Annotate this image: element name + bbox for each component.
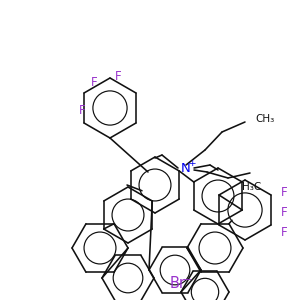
Text: −: −: [184, 275, 192, 286]
Text: F: F: [281, 185, 288, 199]
Text: +: +: [188, 158, 196, 167]
Text: F: F: [91, 76, 97, 89]
Text: F: F: [281, 206, 288, 218]
Text: CH₃: CH₃: [255, 114, 274, 124]
Text: F: F: [115, 70, 121, 83]
Text: F: F: [79, 104, 85, 118]
Text: F: F: [281, 226, 288, 238]
Text: N: N: [181, 161, 191, 175]
Text: H₃C: H₃C: [242, 182, 261, 192]
Text: Br: Br: [169, 276, 185, 291]
